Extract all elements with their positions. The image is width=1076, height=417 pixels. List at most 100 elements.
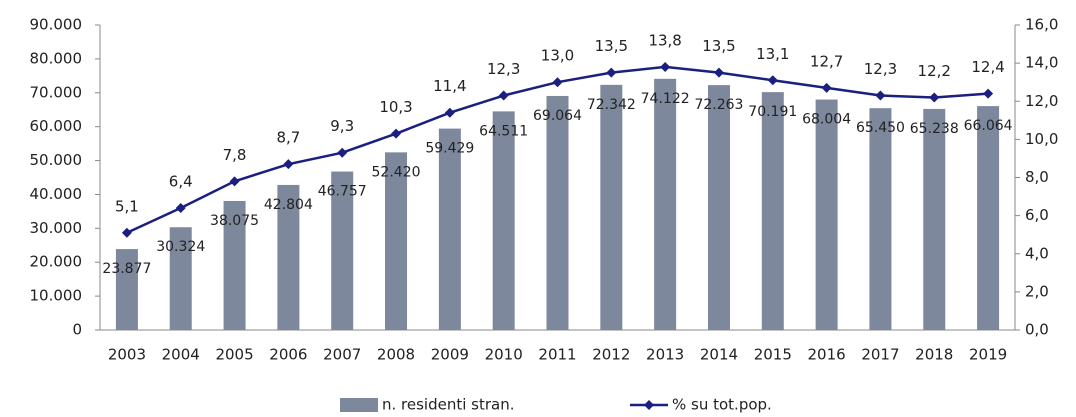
marker (391, 128, 402, 139)
marker (175, 203, 186, 213)
data-label: 66.064 (964, 118, 1013, 134)
bar (761, 92, 784, 331)
data-label: 72.342 (587, 97, 636, 113)
data-label: 38.075 (210, 213, 259, 229)
data-label: 68.004 (802, 112, 851, 128)
data-label: 5,1 (115, 197, 139, 215)
data-label: 13,1 (756, 45, 789, 63)
marker (444, 107, 455, 118)
y-tick-label: 40.000 (30, 185, 83, 203)
x-tick-label: 2014 (700, 346, 738, 364)
data-label: 8,7 (276, 129, 300, 147)
y2-tick-label: 8,0 (1025, 168, 1049, 186)
marker (337, 147, 348, 158)
x-tick-label: 2003 (108, 346, 146, 364)
data-label: 13,5 (595, 37, 628, 55)
marker (929, 92, 940, 103)
marker (229, 176, 240, 187)
y-tick-label: 50.000 (30, 151, 83, 169)
bar (492, 111, 515, 330)
y-tick-label: 20.000 (30, 253, 83, 271)
bar (546, 95, 569, 331)
data-label: 13,8 (648, 31, 681, 49)
bar (223, 200, 246, 330)
data-label: 10,3 (379, 98, 412, 116)
data-label: 9,3 (330, 117, 354, 135)
x-tick-label: 2008 (377, 346, 415, 364)
data-label: 13,0 (541, 47, 574, 65)
x-tick-label: 2005 (215, 346, 253, 364)
data-label: 23.877 (102, 261, 151, 277)
bar (815, 99, 838, 331)
bar (977, 106, 1000, 330)
y-tick-label: 10.000 (30, 287, 83, 305)
x-tick-label: 2007 (323, 346, 361, 364)
bar (115, 249, 138, 330)
y2-tick-label: 16,0 (1025, 16, 1058, 34)
y2-tick-label: 6,0 (1025, 206, 1049, 224)
y2-tick-label: 10,0 (1025, 130, 1058, 148)
x-tick-label: 2009 (431, 346, 469, 364)
x-tick-label: 2012 (592, 346, 630, 364)
marker (767, 75, 778, 86)
data-label: 30.324 (156, 239, 205, 255)
marker (121, 227, 132, 238)
data-label: 7,8 (223, 146, 247, 164)
marker (498, 90, 509, 101)
marker (606, 67, 617, 78)
legend-swatch (340, 398, 378, 412)
marker (875, 90, 886, 101)
y2-tick-label: 2,0 (1025, 282, 1049, 300)
y-tick-label: 30.000 (30, 219, 83, 237)
y-tick-label: 0 (72, 321, 82, 339)
y-tick-label: 60.000 (30, 117, 83, 135)
x-tick-label: 2018 (915, 346, 953, 364)
bar (331, 171, 354, 330)
legend-marker (644, 400, 654, 410)
legend-label: n. residenti stran. (382, 396, 515, 414)
data-label: 6,4 (169, 173, 193, 191)
marker (660, 61, 671, 72)
x-tick-label: 2015 (754, 346, 792, 364)
bar (600, 84, 623, 330)
x-tick-label: 2006 (269, 346, 307, 364)
y2-tick-label: 14,0 (1025, 54, 1058, 72)
y2-tick-label: 0,0 (1025, 321, 1049, 339)
data-label: 65.450 (856, 120, 905, 136)
y2-tick-label: 12,0 (1025, 92, 1058, 110)
data-label: 72.263 (694, 97, 743, 113)
data-label: 74.122 (641, 91, 690, 107)
data-label: 46.757 (318, 184, 367, 200)
bar (869, 108, 892, 330)
x-tick-label: 2011 (538, 346, 576, 364)
legend-label: % su tot.pop. (672, 396, 772, 414)
data-label: 13,5 (702, 37, 735, 55)
data-label: 12,3 (487, 60, 520, 78)
data-label: 12,2 (918, 62, 951, 80)
marker (821, 82, 832, 93)
x-tick-label: 2016 (808, 346, 846, 364)
bar (385, 152, 408, 330)
data-label: 11,4 (433, 77, 466, 95)
y-tick-label: 90.000 (30, 16, 83, 34)
marker (283, 159, 294, 170)
marker (713, 67, 724, 78)
data-label: 69.064 (533, 108, 582, 124)
x-tick-label: 2017 (861, 346, 899, 364)
bar (277, 184, 300, 330)
x-tick-label: 2010 (485, 346, 523, 364)
y-tick-label: 80.000 (30, 49, 83, 67)
marker (552, 77, 563, 88)
bar (923, 108, 946, 330)
data-label: 64.511 (479, 123, 528, 139)
data-label: 70.191 (748, 104, 797, 120)
data-label: 59.429 (425, 141, 474, 157)
x-tick-label: 2004 (162, 346, 200, 364)
bar (654, 78, 677, 330)
x-tick-label: 2013 (646, 346, 684, 364)
bar (707, 85, 730, 330)
bar (169, 227, 192, 330)
x-tick-label: 2019 (969, 346, 1007, 364)
data-label: 52.420 (372, 164, 421, 180)
